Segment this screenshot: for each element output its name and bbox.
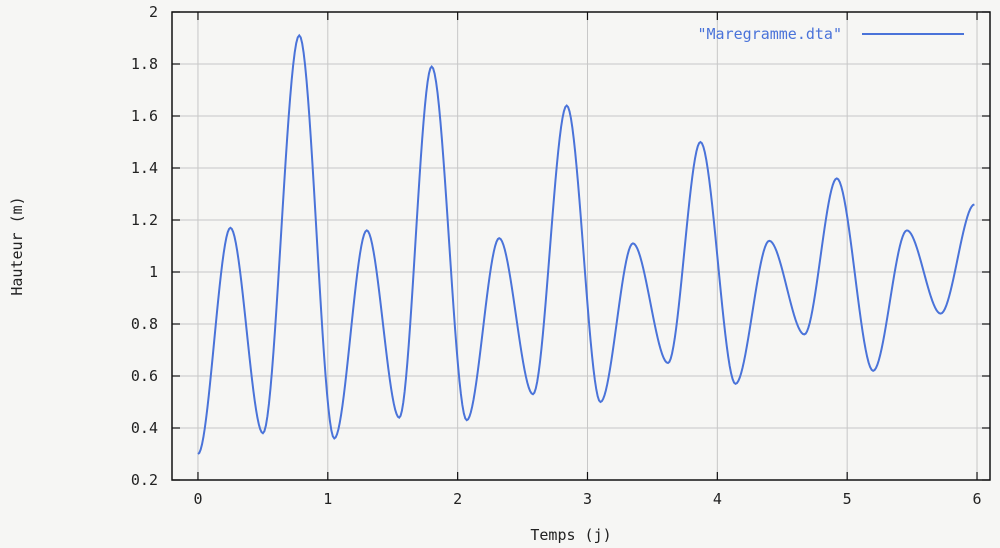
series-line-maregramme: [197, 33, 975, 455]
y-tick-label: 1: [149, 263, 158, 281]
y-tick-label: 1.6: [131, 107, 158, 125]
y-axis-title: Hauteur (m): [8, 196, 26, 295]
y-tick-label: 0.2: [131, 471, 158, 489]
x-tick-label: 0: [193, 490, 202, 508]
legend: "Maregramme.dta": [698, 25, 964, 43]
grid: [172, 11, 990, 481]
y-tick-label: 0.6: [131, 367, 158, 385]
y-tick-label: 2: [149, 3, 158, 21]
plot-frame: [171, 11, 991, 481]
y-tick-label: 1.8: [131, 55, 158, 73]
tick-labels: 0 1 2 3 4 5 6 0.2 0.4 0.6 0.8 1 1.2 1.4 1.6 1.8 2: [131, 3, 982, 508]
x-axis-title: Temps (j): [530, 526, 611, 544]
x-tick-label: 3: [583, 490, 592, 508]
y-tick-label: 1.2: [131, 211, 158, 229]
legend-label: "Maregramme.dta": [698, 25, 843, 43]
y-tick-label: 0.8: [131, 315, 158, 333]
x-tick-label: 1: [323, 490, 332, 508]
axis-ticks: [172, 11, 990, 481]
x-tick-label: 6: [973, 490, 982, 508]
x-tick-label: 2: [453, 490, 462, 508]
y-tick-label: 1.4: [131, 159, 158, 177]
x-tick-label: 5: [843, 490, 852, 508]
y-tick-label: 0.4: [131, 419, 158, 437]
x-tick-label: 4: [713, 490, 722, 508]
